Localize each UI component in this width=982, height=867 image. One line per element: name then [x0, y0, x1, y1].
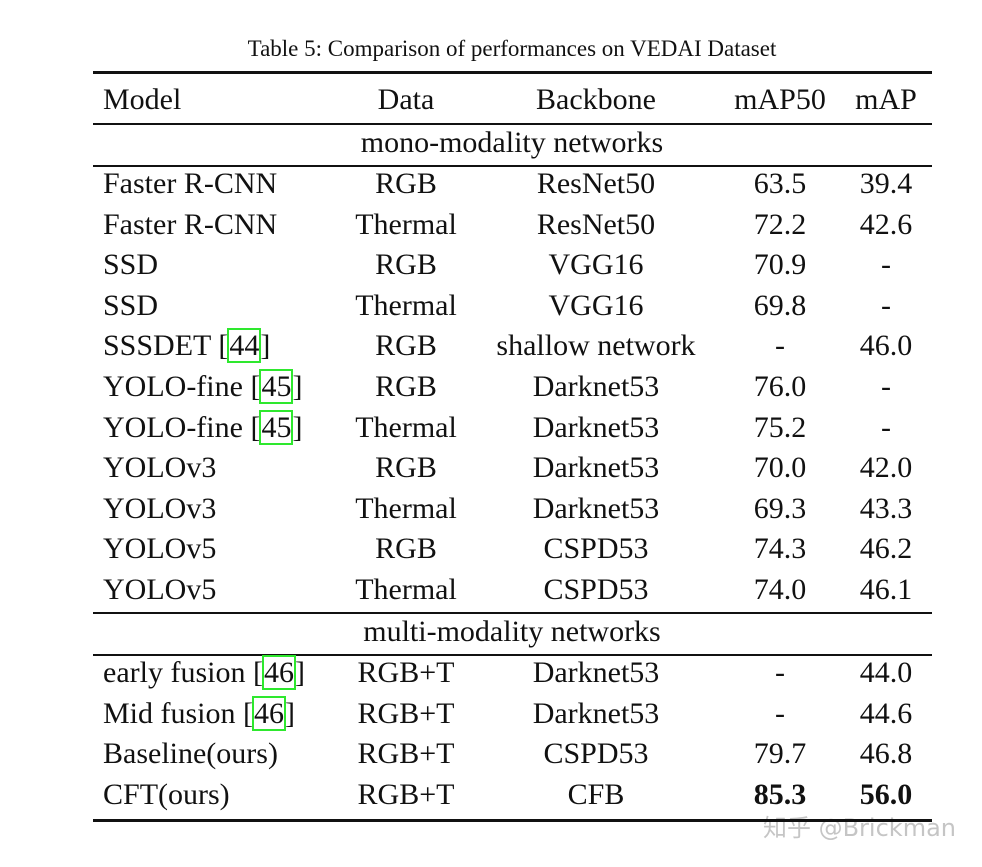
table-cell: Darknet53 [532, 656, 660, 689]
table-cell: 69.3 [753, 491, 807, 525]
table-cell: SSSDET [44] [103, 328, 271, 364]
table-cell: 43.3 [859, 491, 913, 525]
rule [93, 818, 932, 822]
table-cell: YOLOv3 [103, 451, 217, 485]
table-cell: 70.0 [753, 451, 807, 485]
table-cell: 42.0 [859, 451, 913, 485]
table-cell: 76.0 [753, 370, 807, 403]
rule [93, 654, 932, 656]
header-cell: Data [377, 83, 435, 116]
table-cell: - [775, 696, 785, 730]
table-cell: 79.7 [753, 737, 807, 771]
table-cell: RGB [375, 167, 437, 200]
table-cell: ResNet50 [536, 167, 656, 200]
table-cell: CFT(ours) [103, 777, 230, 811]
rule [93, 123, 932, 125]
table-cell: YOLO-fine [45] [103, 369, 303, 404]
table-cell: 44.0 [859, 656, 913, 689]
table-cell: Darknet53 [532, 410, 660, 444]
table-cell: - [775, 656, 785, 689]
table-cell: Thermal [355, 491, 457, 525]
table-cell: RGB+T [357, 696, 455, 730]
header-cell: Backbone [536, 83, 656, 116]
table-cell: Thermal [355, 573, 457, 606]
table-cell: 39.4 [859, 167, 913, 200]
table-cell: RGB [375, 451, 437, 485]
table-cell: SSD [103, 248, 159, 282]
table-cell: 46.1 [859, 573, 913, 606]
table-cell: RGB+T [357, 656, 455, 689]
table-cell: RGB [375, 370, 437, 403]
table-cell: 63.5 [753, 167, 807, 200]
table-cell: ResNet50 [536, 207, 656, 241]
table-cell: Thermal [355, 207, 457, 241]
table-cell: VGG16 [548, 248, 644, 282]
rule [93, 612, 932, 614]
table-cell: RGB+T [357, 737, 455, 771]
table-cell: 85.3 [753, 777, 807, 811]
table-cell: YOLO-fine [45] [103, 409, 303, 445]
table-cell: SSD [103, 288, 159, 322]
table-cell: Thermal [355, 288, 457, 322]
table-cell: 72.2 [753, 207, 807, 241]
table-cell: shallow network [496, 329, 696, 363]
table-cell: 46.8 [859, 737, 913, 771]
table-cell: RGB [375, 532, 437, 566]
table-cell: Faster R-CNN [103, 207, 278, 241]
table-cell: 70.9 [753, 248, 807, 282]
table-cell: CSPD53 [543, 737, 649, 771]
table-cell: 42.6 [859, 207, 913, 241]
table-cell: VGG16 [548, 288, 644, 322]
table-cell: Faster R-CNN [103, 167, 278, 200]
table-cell: Darknet53 [532, 451, 660, 485]
table-cell: early fusion [46] [103, 655, 305, 690]
table-cell: YOLOv5 [103, 532, 217, 566]
rule [93, 165, 932, 167]
table-cell: Thermal [355, 410, 457, 444]
header-cell: mAP50 [734, 83, 826, 116]
table-cell: - [775, 329, 785, 363]
table-cell: 44.6 [859, 696, 913, 730]
table-cell: 74.0 [753, 573, 807, 606]
header-cell: mAP [855, 83, 917, 116]
section-title: multi-modality networks [363, 615, 661, 648]
section-title: mono-modality networks [360, 126, 664, 159]
caption: Table 5: Comparison of performances on V… [247, 36, 777, 61]
table-cell: - [881, 248, 891, 282]
table-cell: Baseline(ours) [103, 737, 278, 771]
table-cell: Mid fusion [46] [103, 695, 295, 731]
table-cell: 69.8 [753, 288, 807, 322]
table-cell: RGB [375, 329, 437, 363]
table-cell: RGB [375, 248, 437, 282]
table-cell: YOLOv5 [103, 573, 217, 606]
table-cell: - [881, 370, 891, 403]
table-cell: 75.2 [753, 410, 807, 444]
table-cell: 56.0 [859, 777, 913, 811]
table-cell: Darknet53 [532, 370, 660, 403]
table-cell: CFB [567, 777, 625, 811]
header-cell: Model [103, 83, 182, 116]
table-cell: 46.2 [859, 532, 913, 566]
table-cell: Darknet53 [532, 491, 660, 525]
table-cell: CSPD53 [543, 573, 649, 606]
table-cell: 46.0 [859, 329, 913, 363]
rule [93, 71, 932, 74]
table-cell: Darknet53 [532, 696, 660, 730]
table-cell: CSPD53 [543, 532, 649, 566]
table-cell: 74.3 [753, 532, 807, 566]
watermark: 知乎 @Brickman [762, 814, 956, 842]
table-cell: - [881, 288, 891, 322]
table-cell: YOLOv3 [103, 491, 217, 525]
table-cell: RGB+T [357, 777, 455, 811]
table-cell: - [881, 410, 891, 444]
